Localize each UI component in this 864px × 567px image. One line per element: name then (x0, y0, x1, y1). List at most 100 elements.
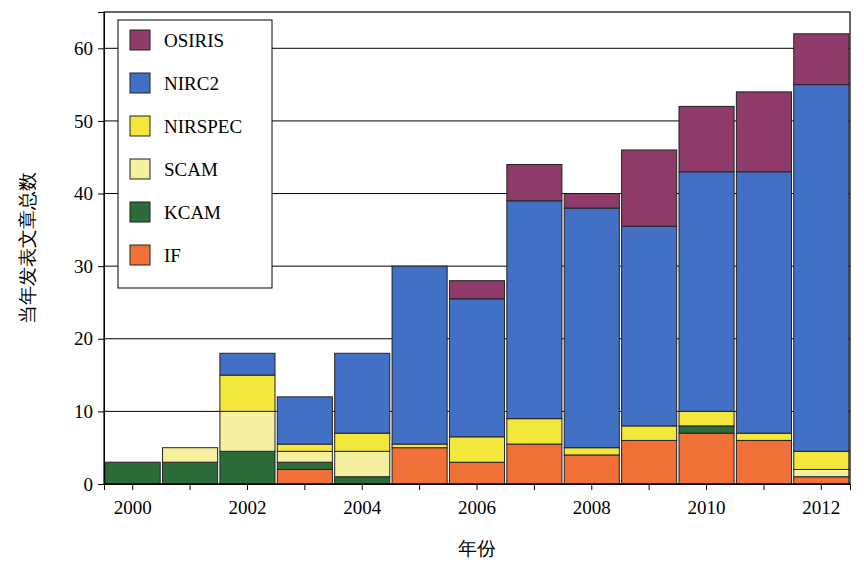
bar-segment (105, 462, 160, 463)
bar-segment (277, 469, 332, 484)
legend-item: KCAM (130, 202, 221, 223)
bar-segment (622, 150, 677, 226)
bar-segment (335, 353, 390, 354)
x-axis-title: 年份 (458, 538, 496, 559)
x-tick (763, 484, 764, 490)
bar-segment (507, 419, 562, 444)
legend-box (118, 20, 272, 288)
x-tick (649, 484, 650, 490)
x-tick (419, 484, 420, 490)
legend-swatch (130, 159, 150, 179)
bar-segment (449, 299, 504, 437)
y-axis-line (98, 13, 105, 485)
legend-label: SCAM (164, 159, 218, 180)
bar-segment (564, 455, 619, 484)
x-tick-label: 2006 (458, 497, 496, 518)
x-tick-mark (821, 484, 822, 490)
y-tick-label: 60 (74, 38, 93, 59)
y-tick: 10 (74, 401, 104, 422)
bar-segment (105, 462, 160, 463)
bar-segment (335, 353, 390, 433)
x-tick-label: 2008 (573, 497, 611, 518)
bar-segment (679, 106, 734, 171)
x-tick (304, 484, 305, 490)
bar-segment (794, 469, 849, 476)
x-tick: 2002 (228, 484, 266, 518)
legend-label: KCAM (164, 202, 221, 223)
y-tick: 30 (74, 256, 104, 277)
bar-segment (392, 444, 447, 448)
chart: 0102030405060200020022004200620082010201… (0, 0, 864, 567)
bar-segment (335, 477, 390, 484)
x-tick-mark (247, 484, 248, 490)
x-tick (190, 484, 191, 490)
y-axis-title: 当年发表文章总数 (17, 172, 38, 324)
bar-segment (163, 462, 218, 484)
bar-segment (220, 451, 275, 484)
bar-segment (564, 208, 619, 448)
x-tick-mark (419, 484, 420, 490)
y-tick-mark (98, 48, 104, 49)
bar-segment (736, 433, 791, 440)
bar-segment (105, 462, 160, 463)
x-tick-mark (190, 484, 191, 490)
bar-segment (794, 451, 849, 469)
bar-segment (679, 172, 734, 412)
legend-item: SCAM (130, 159, 218, 180)
x-tick-mark (132, 484, 133, 490)
x-axis: 2000200220042006200820102012 (105, 484, 851, 518)
legend-label: NIRSPEC (164, 116, 242, 137)
bar-segment (564, 194, 619, 209)
bar-segment (564, 448, 619, 455)
y-tick: 20 (74, 328, 104, 349)
y-tick-mark (98, 266, 104, 267)
x-tick-mark (649, 484, 650, 490)
bar-segment (794, 477, 849, 484)
y-tick-label: 10 (74, 401, 93, 422)
y-tick-mark (98, 194, 104, 195)
y-tick-label: 50 (74, 111, 93, 132)
bar-segment (220, 375, 275, 411)
bar-segment (507, 444, 562, 484)
bar-segment (449, 462, 504, 484)
y-tick-mark (98, 339, 104, 340)
bar-segment (163, 447, 218, 448)
bar-segment (622, 226, 677, 426)
plot: 0102030405060200020022004200620082010201… (74, 12, 851, 518)
bar-segment (736, 440, 791, 484)
bar-segment (163, 448, 218, 463)
legend-swatch (130, 202, 150, 222)
bar-segment (449, 281, 504, 299)
bar-segment (220, 353, 275, 375)
x-tick-label: 2010 (688, 497, 726, 518)
bar-segment (277, 396, 332, 397)
bar-segment (335, 433, 390, 451)
y-tick-mark (98, 484, 104, 485)
bar-segment (679, 426, 734, 433)
plot-frame (104, 12, 850, 484)
x-tick-mark (477, 484, 478, 490)
x-tick: 2004 (343, 484, 382, 518)
bar-segment (622, 440, 677, 484)
y-axis: 0102030405060 (74, 13, 105, 495)
bar-segment (335, 451, 390, 476)
x-tick-label: 2002 (228, 497, 266, 518)
x-tick-label: 2000 (114, 497, 152, 518)
x-tick-mark (362, 484, 363, 490)
bar-segment (392, 266, 447, 267)
legend-swatch (130, 73, 150, 93)
y-tick-mark (98, 121, 104, 122)
x-tick-mark (706, 484, 707, 490)
bar-segment (794, 85, 849, 452)
legend-swatch (130, 30, 150, 50)
bar-segment (679, 433, 734, 484)
y-tick-mark (98, 411, 104, 412)
x-tick-mark (304, 484, 305, 490)
bar-segment (736, 172, 791, 433)
y-tick-label: 40 (74, 183, 93, 204)
legend-swatch (130, 245, 150, 265)
legend-item: IF (130, 245, 181, 266)
x-tick: 2000 (114, 484, 152, 518)
bar-segment (507, 164, 562, 200)
x-tick-label: 2004 (343, 497, 382, 518)
